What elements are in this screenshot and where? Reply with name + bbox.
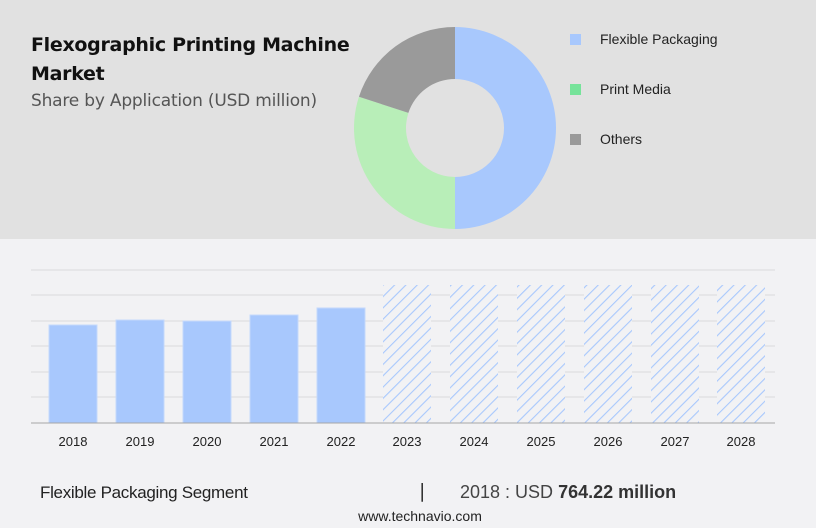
bar-chart: 2018 2019 2020 2021 2022 2023 2024 2025 2026 2027…: [31, 269, 775, 449]
x-axis-tick-label: 2021: [260, 434, 289, 449]
value-amount: 764.22 million: [558, 482, 677, 502]
donut-slice-flexible-packaging: [455, 27, 556, 229]
donut-chart: [354, 27, 556, 230]
bar-2023: [383, 285, 431, 423]
legend-swatch-icon: [570, 133, 581, 145]
bar-2022: [316, 307, 366, 424]
bar-2024: [450, 285, 498, 423]
legend-label: Print Media: [600, 81, 671, 97]
x-axis-tick-label: 2018: [59, 434, 88, 449]
segment-label: Flexible Packaging Segment: [40, 483, 248, 502]
donut-slice-print-media: [354, 96, 455, 230]
x-axis-tick-label: 2027: [661, 434, 690, 449]
source-url: www.technavio.com: [358, 508, 482, 524]
x-axis-tick-label: 2023: [393, 434, 422, 449]
page-subtitle: Share by Application (USD million): [31, 91, 317, 111]
x-axis-tick-label: 2022: [327, 434, 356, 449]
legend-item-flexible-packaging: Flexible Packaging: [570, 14, 718, 64]
bar-2028: [717, 285, 765, 423]
legend-item-print-media: Print Media: [570, 64, 718, 114]
bar-2019: [115, 319, 165, 424]
x-axis-tick-label: 2024: [460, 434, 489, 449]
x-axis-tick-label: 2020: [193, 434, 222, 449]
bar-2018: [48, 324, 98, 424]
legend-item-others: Others: [570, 114, 718, 164]
footer-separator: |: [419, 480, 426, 502]
bar-2027: [651, 285, 699, 423]
bar-2026: [584, 285, 632, 423]
segment-value: 2018 : USD 764.22 million: [460, 482, 676, 503]
bar-2020: [182, 320, 232, 424]
year-label: 2018 : USD: [460, 482, 554, 502]
x-axis-tick-label: 2025: [527, 434, 556, 449]
x-axis-tick-label: 2028: [727, 434, 756, 449]
x-axis-tick-label: 2019: [126, 434, 155, 449]
legend: Flexible Packaging Print Media Others: [570, 14, 718, 164]
legend-swatch-icon: [570, 33, 581, 45]
page-title: Flexographic Printing Machine Market: [31, 34, 350, 85]
legend-swatch-icon: [570, 83, 581, 95]
legend-label: Others: [600, 131, 643, 147]
legend-label: Flexible Packaging: [600, 31, 718, 47]
x-axis-tick-label: 2026: [594, 434, 623, 449]
bar-2025: [517, 285, 565, 423]
donut-slice-others: [358, 27, 455, 113]
bar-2021: [249, 314, 299, 424]
